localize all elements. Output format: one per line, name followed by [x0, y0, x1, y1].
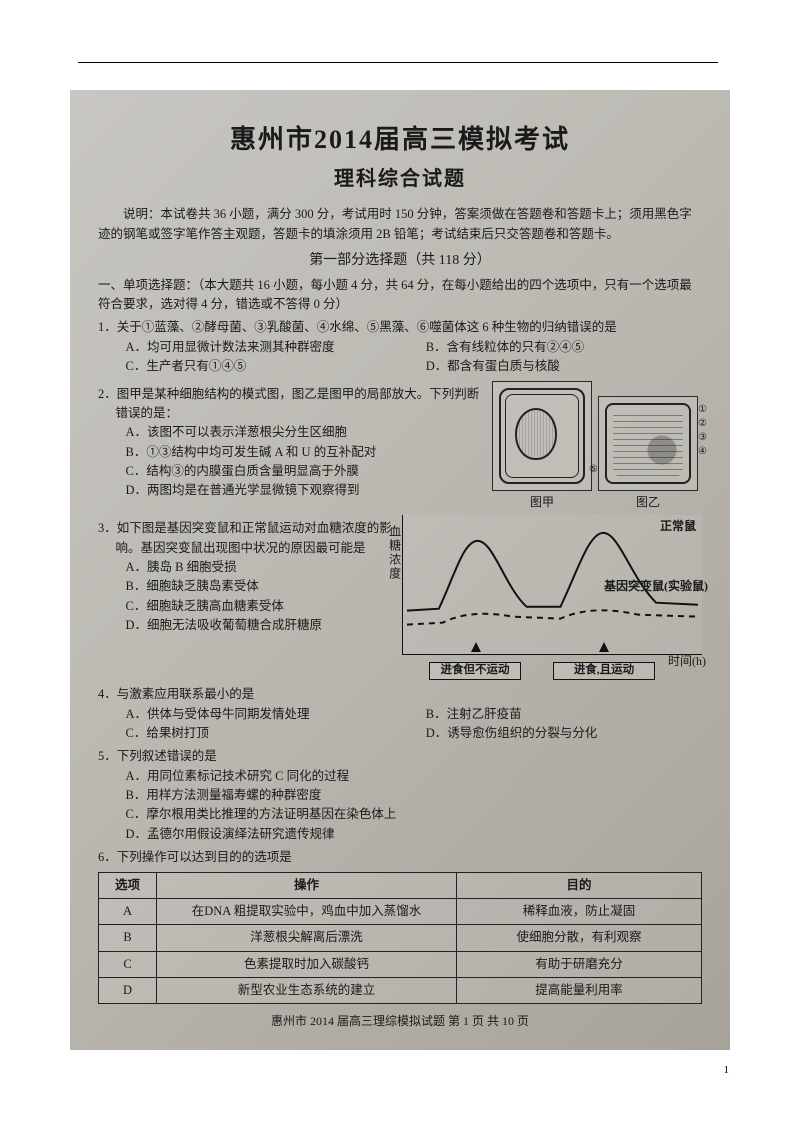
q4-stem: 4．与激素应用联系最小的是 [98, 685, 702, 704]
th-operation: 操作 [157, 872, 457, 898]
q2-opt-C: C．结构③的内膜蛋白质含量明显高于外膜 [126, 462, 485, 481]
q6-table: 选项 操作 目的 A 在DNA 粗提取实验中，鸡血中加入蒸馏水 稀释血液，防止凝… [98, 872, 702, 1005]
figure-yi: ① ② ③ ④ ⑤ [598, 396, 698, 491]
q4-options: A．供体与受体母牛同期发情处理 B．注射乙肝疫苗 C．给果树打顶 D．诱导愈伤组… [98, 705, 702, 744]
q5-opt-D: D．孟德尔用假设演绎法研究遗传规律 [126, 825, 703, 844]
table-row: A 在DNA 粗提取实验中，鸡血中加入蒸馏水 稀释血液，防止凝固 [99, 898, 702, 924]
figure-yi-caption: 图乙 [598, 493, 698, 512]
top-rule [78, 62, 718, 63]
q4-opt-A: A．供体与受体母牛同期发情处理 [126, 705, 402, 724]
q1-opt-D: D．都含有蛋白质与核酸 [426, 357, 702, 376]
table-row: D 新型农业生态系统的建立 提高能量利用率 [99, 978, 702, 1004]
th-purpose: 目的 [457, 872, 702, 898]
q3-opt-A: A．胰岛 B 细胞受损 [126, 558, 393, 577]
chart-box-2: 进食,且运动 [553, 662, 655, 680]
q3-stem: 3．如下图是基因突变鼠和正常鼠运动对血糖浓度的影响。基因突变鼠出现图中状况的原因… [98, 519, 392, 558]
q2-options: A．该图不可以表示洋葱根尖分生区细胞 B．①③结构中均可发生碱 A 和 U 的互… [98, 423, 484, 501]
instructions: 说明：本试卷共 36 小题，满分 300 分，考试用时 150 分钟，答案须做在… [98, 205, 702, 244]
arrow-2 [599, 642, 609, 652]
figure-jia [492, 381, 592, 491]
q6-stem: 6．下列操作可以达到目的的选项是 [98, 848, 702, 867]
table-header-row: 选项 操作 目的 [99, 872, 702, 898]
part-heading: 第一部分选择题（共 118 分） [98, 250, 702, 272]
q4-opt-D: D．诱导愈伤组织的分裂与分化 [426, 724, 702, 743]
q4-opt-B: B．注射乙肝疫苗 [426, 705, 702, 724]
q2-opt-D: D．两图均是在普通光学显微镜下观察得到 [126, 481, 485, 500]
q3-opt-B: B．细胞缺乏胰岛素受体 [126, 577, 393, 596]
q3-options: A．胰岛 B 细胞受损 B．细胞缺乏胰岛素受体 C．细胞缺乏胰高血糖素受体 D．… [98, 558, 392, 636]
scanned-page: 惠州市2014届高三模拟考试 理科综合试题 说明：本试卷共 36 小题，满分 3… [70, 90, 730, 1050]
q2-stem: 2．图甲是某种细胞结构的模式图，图乙是图甲的局部放大。下列判断错误的是： [98, 385, 484, 424]
exam-subtitle: 理科综合试题 [98, 164, 702, 195]
q1-opt-A: A．均可用显微计数法来测其种群密度 [126, 338, 402, 357]
q3-chart: 血糖浓度 时间(h) 正常鼠 基因突变鼠(实验鼠) 进食但不运动 进食,且运动 [402, 515, 702, 655]
q3-opt-C: C．细胞缺乏胰高血糖素受体 [126, 597, 393, 616]
page-footer: 惠州市 2014 届高三理综模拟试题 第 1 页 共 10 页 [98, 1012, 702, 1031]
figure-yi-left-marker: ⑤ [589, 462, 598, 478]
q4-opt-C: C．给果树打顶 [126, 724, 402, 743]
figure-jia-caption: 图甲 [492, 493, 592, 512]
q1-opt-C: C．生产者只有①④⑤ [126, 357, 402, 376]
q2-opt-B: B．①③结构中均可发生碱 A 和 U 的互补配对 [126, 443, 485, 462]
legend-mutant: 基因突变鼠(实验鼠) [604, 577, 708, 596]
q5-stem: 5．下列叙述错误的是 [98, 747, 702, 766]
legend-normal: 正常鼠 [660, 517, 696, 536]
q5-opt-C: C．摩尔根用类比推理的方法证明基因在染色体上 [126, 805, 703, 824]
figure-yi-markers: ① ② ③ ④ [698, 403, 707, 459]
q5-opt-A: A．用同位素标记技术研究 C 同化的过程 [126, 767, 703, 786]
q5-options: A．用同位素标记技术研究 C 同化的过程 B．用样方法测量福寿螺的种群密度 C．… [98, 767, 702, 845]
th-option: 选项 [99, 872, 157, 898]
normal-curve [407, 533, 698, 611]
arrow-1 [471, 642, 481, 652]
section-instructions: 一、单项选择题：（本大题共 16 小题，每小题 4 分，共 64 分，在每小题给… [98, 276, 702, 315]
q3-opt-D: D．细胞无法吸收葡萄糖合成肝糖原 [126, 616, 393, 635]
page-number: 1 [724, 1064, 730, 1076]
chart-box-1: 进食但不运动 [429, 662, 521, 680]
q5-opt-B: B．用样方法测量福寿螺的种群密度 [126, 786, 703, 805]
exam-title: 惠州市2014届高三模拟考试 [98, 120, 702, 160]
mutant-curve [407, 611, 698, 625]
table-row: C 色素提取时加入碳酸钙 有助于研磨充分 [99, 951, 702, 977]
chart-ylabel: 血糖浓度 [385, 525, 404, 581]
table-row: B 洋葱根尖解离后漂洗 使细胞分散，有利观察 [99, 925, 702, 951]
q1-options: A．均可用显微计数法来测其种群密度 B．含有线粒体的只有②④⑤ C．生产者只有①… [98, 338, 702, 377]
q2-opt-A: A．该图不可以表示洋葱根尖分生区细胞 [126, 423, 485, 442]
q2-figures: 图甲 ① ② ③ ④ ⑤ 图乙 [492, 381, 702, 512]
q1-opt-B: B．含有线粒体的只有②④⑤ [426, 338, 702, 357]
q1-stem: 1．关于①蓝藻、②酵母菌、③乳酸菌、④水绵、⑤黑藻、⑥噬菌体这 6 种生物的归纳… [98, 318, 702, 337]
